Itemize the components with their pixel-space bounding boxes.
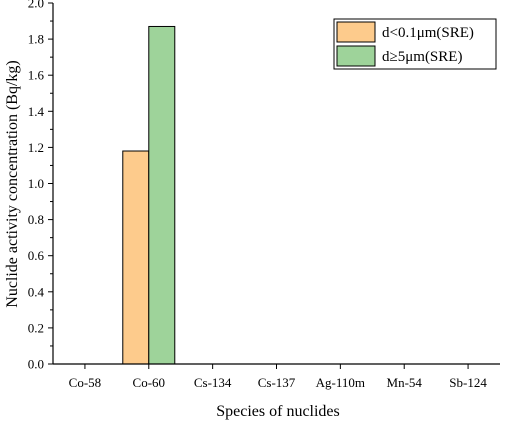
y-tick-label: 2.0	[28, 0, 44, 11]
x-tick-label: Sb-124	[449, 375, 487, 390]
x-axis-title: Species of nuclides	[216, 403, 340, 420]
x-tick-label: Ag-110m	[316, 375, 365, 390]
y-tick-label: 0.2	[28, 320, 44, 335]
y-tick-label: 1.8	[28, 32, 44, 47]
bar-co-60-series-2	[148, 25, 176, 365]
x-tick-label: Cs-134	[194, 375, 232, 390]
y-tick-label: 0.0	[28, 357, 44, 372]
y-tick-label: 1.0	[28, 176, 44, 191]
y-tick-label: 0.4	[28, 284, 45, 299]
legend-label: d<0.1μm(SRE)	[382, 25, 474, 41]
legend: d<0.1μm(SRE) d≥5μm(SRE)	[333, 18, 497, 70]
y-tick-label: 1.6	[28, 68, 45, 83]
bar-co-60-series-1	[122, 150, 150, 365]
x-tick-label: Cs-137	[258, 375, 296, 390]
x-tick-label: Mn-54	[387, 375, 423, 390]
x-tick-label: Co-60	[133, 375, 166, 390]
legend-swatch	[336, 45, 376, 67]
y-axis-title: Nuclide activity concentration (Bq/kg)	[4, 60, 21, 307]
y-tick-label: 1.2	[28, 140, 44, 155]
y-tick-label: 0.6	[28, 248, 45, 263]
legend-swatch	[336, 21, 376, 43]
y-tick-label: 1.4	[28, 104, 45, 119]
legend-label: d≥5μm(SRE)	[382, 49, 462, 65]
ticks-layer: 0.0 0.2 0.4 0.6 0.8 1.0 1.2 1.4 1.6 1.8 2.0 Co-58 Co…	[28, 0, 488, 390]
y-tick-label: 0.8	[28, 212, 44, 227]
bars-layer	[122, 25, 176, 365]
x-tick-label: Co-58	[69, 375, 102, 390]
